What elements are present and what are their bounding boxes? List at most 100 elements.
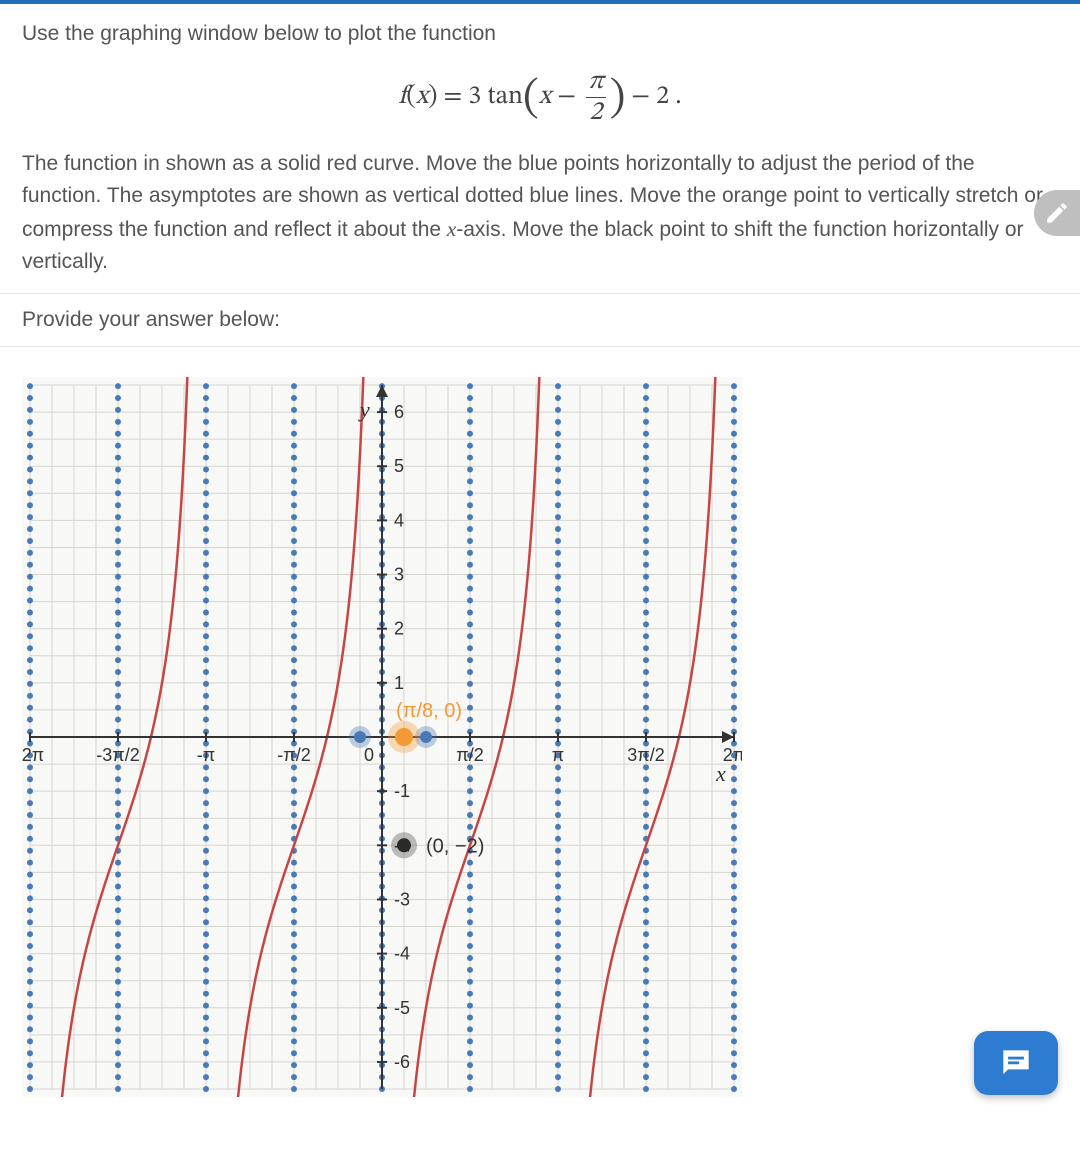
asymptote-dot <box>203 883 209 889</box>
svg-text:3: 3 <box>394 564 404 584</box>
asymptote-dot <box>731 955 737 961</box>
asymptote-dot <box>27 454 33 460</box>
asymptote-dot <box>115 645 121 651</box>
asymptote-dot <box>467 454 473 460</box>
asymptote-dot <box>555 990 561 996</box>
svg-text:y: y <box>358 397 370 422</box>
asymptote-dot <box>643 967 649 973</box>
asymptote-dot <box>291 383 297 389</box>
asymptote-dot <box>27 621 33 627</box>
asymptote-dot <box>27 383 33 389</box>
asymptote-dot <box>731 1002 737 1008</box>
asymptote-dot <box>291 1014 297 1020</box>
asymptote-dot <box>203 430 209 436</box>
asymptote-dot <box>467 931 473 937</box>
asymptote-dot <box>115 514 121 520</box>
asymptote-dot <box>115 776 121 782</box>
svg-text:5: 5 <box>394 456 404 476</box>
asymptote-dot <box>27 895 33 901</box>
asymptote-dot <box>291 967 297 973</box>
asymptote-dot <box>27 573 33 579</box>
asymptote-dot <box>467 573 473 579</box>
asymptote-dot <box>467 1050 473 1056</box>
asymptote-dot <box>115 704 121 710</box>
asymptote-dot <box>467 550 473 556</box>
asymptote-dot <box>27 847 33 853</box>
asymptote-dot <box>643 430 649 436</box>
asymptote-dot <box>555 454 561 460</box>
svg-text:-5: -5 <box>394 998 410 1018</box>
asymptote-dot <box>555 407 561 413</box>
asymptote-dot <box>643 657 649 663</box>
asymptote-dot <box>203 538 209 544</box>
asymptote-dot <box>291 764 297 770</box>
asymptote-dot <box>555 788 561 794</box>
asymptote-dot <box>27 585 33 591</box>
asymptote-dot <box>731 1014 737 1020</box>
asymptote-dot <box>203 645 209 651</box>
asymptote-dot <box>27 824 33 830</box>
asymptote-dot <box>467 478 473 484</box>
orange-stretch-point-core[interactable] <box>395 728 413 746</box>
asymptote-dot <box>27 919 33 925</box>
asymptote-dot <box>731 1026 737 1032</box>
svg-text:-3: -3 <box>394 889 410 909</box>
asymptote-dot <box>291 1002 297 1008</box>
formula-func: tan <box>487 81 523 114</box>
asymptote-dot <box>203 871 209 877</box>
asymptote-dot <box>643 621 649 627</box>
asymptote-dot <box>731 1086 737 1092</box>
asymptote-dot <box>203 681 209 687</box>
asymptote-dot <box>555 800 561 806</box>
asymptote-dot <box>203 847 209 853</box>
asymptote-dot <box>27 716 33 722</box>
asymptote-dot <box>555 538 561 544</box>
chat-button[interactable] <box>974 1031 1058 1095</box>
asymptote-dot <box>555 1014 561 1020</box>
pencil-icon <box>1044 200 1070 226</box>
asymptote-dot <box>203 812 209 818</box>
asymptote-dot <box>115 979 121 985</box>
blue-period-point-core[interactable] <box>354 731 366 743</box>
asymptote-dot <box>291 1050 297 1056</box>
asymptote-dot <box>555 621 561 627</box>
asymptote-dot <box>643 990 649 996</box>
asymptote-dot <box>27 871 33 877</box>
asymptote-dot <box>643 454 649 460</box>
asymptote-dot <box>731 859 737 865</box>
asymptote-dot <box>203 514 209 520</box>
asymptote-dot <box>467 859 473 865</box>
asymptote-dot <box>467 383 473 389</box>
asymptote-dot <box>555 681 561 687</box>
asymptote-dot <box>291 871 297 877</box>
asymptote-dot <box>27 657 33 663</box>
asymptote-dot <box>467 967 473 973</box>
asymptote-dot <box>731 609 737 615</box>
asymptote-dot <box>203 859 209 865</box>
function-graph[interactable]: -2π-3π/2-π-π/20π/2π3π/22π-6-5-4-3-2-1123… <box>22 377 742 1097</box>
asymptote-dot <box>555 716 561 722</box>
asymptote-dot <box>291 585 297 591</box>
blue-period-point-core[interactable] <box>420 731 432 743</box>
asymptote-dot <box>27 442 33 448</box>
asymptote-dot <box>643 609 649 615</box>
asymptote-dot <box>555 931 561 937</box>
asymptote-dot <box>203 597 209 603</box>
asymptote-dot <box>467 979 473 985</box>
asymptote-dot <box>555 907 561 913</box>
asymptote-dot <box>115 716 121 722</box>
formula-tail: 2 <box>656 81 669 114</box>
chat-icon <box>997 1044 1035 1082</box>
asymptote-dot <box>115 550 121 556</box>
asymptote-dot <box>467 776 473 782</box>
black-shift-point-core[interactable] <box>397 838 411 852</box>
asymptote-dot <box>27 1038 33 1044</box>
edit-badge[interactable] <box>1034 190 1080 236</box>
asymptote-dot <box>467 466 473 472</box>
asymptote-dot <box>467 824 473 830</box>
asymptote-dot <box>643 1062 649 1068</box>
asymptote-dot <box>115 669 121 675</box>
asymptote-dot <box>115 395 121 401</box>
formula-inner-x: x <box>539 81 551 114</box>
asymptote-dot <box>731 430 737 436</box>
